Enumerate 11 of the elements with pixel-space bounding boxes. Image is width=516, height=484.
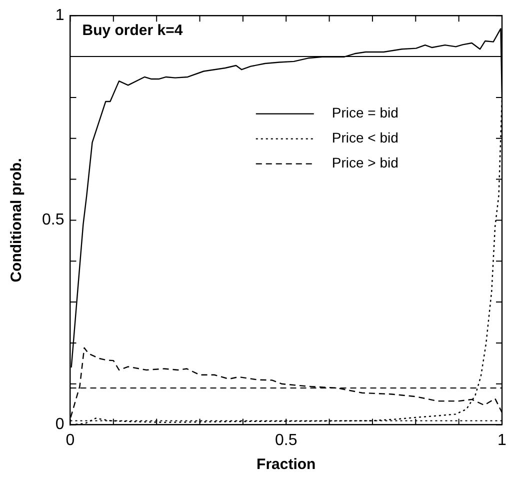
- y-axis-title: Conditional prob.: [8, 158, 26, 282]
- legend-label: Price < bid: [332, 130, 398, 146]
- x-tick-label: 0.5: [274, 432, 298, 449]
- y-tick-label: 1: [55, 7, 64, 24]
- x-axis-title: Fraction: [256, 456, 316, 474]
- annotation: Buy order k=4: [82, 22, 184, 40]
- legend-label: Price = bid: [332, 104, 398, 121]
- y-tick-label: 0: [55, 416, 64, 434]
- x-tick-label: 1: [498, 432, 507, 449]
- legend-label: Price > bid: [332, 154, 398, 171]
- y-tick-label: 0.5: [42, 212, 64, 229]
